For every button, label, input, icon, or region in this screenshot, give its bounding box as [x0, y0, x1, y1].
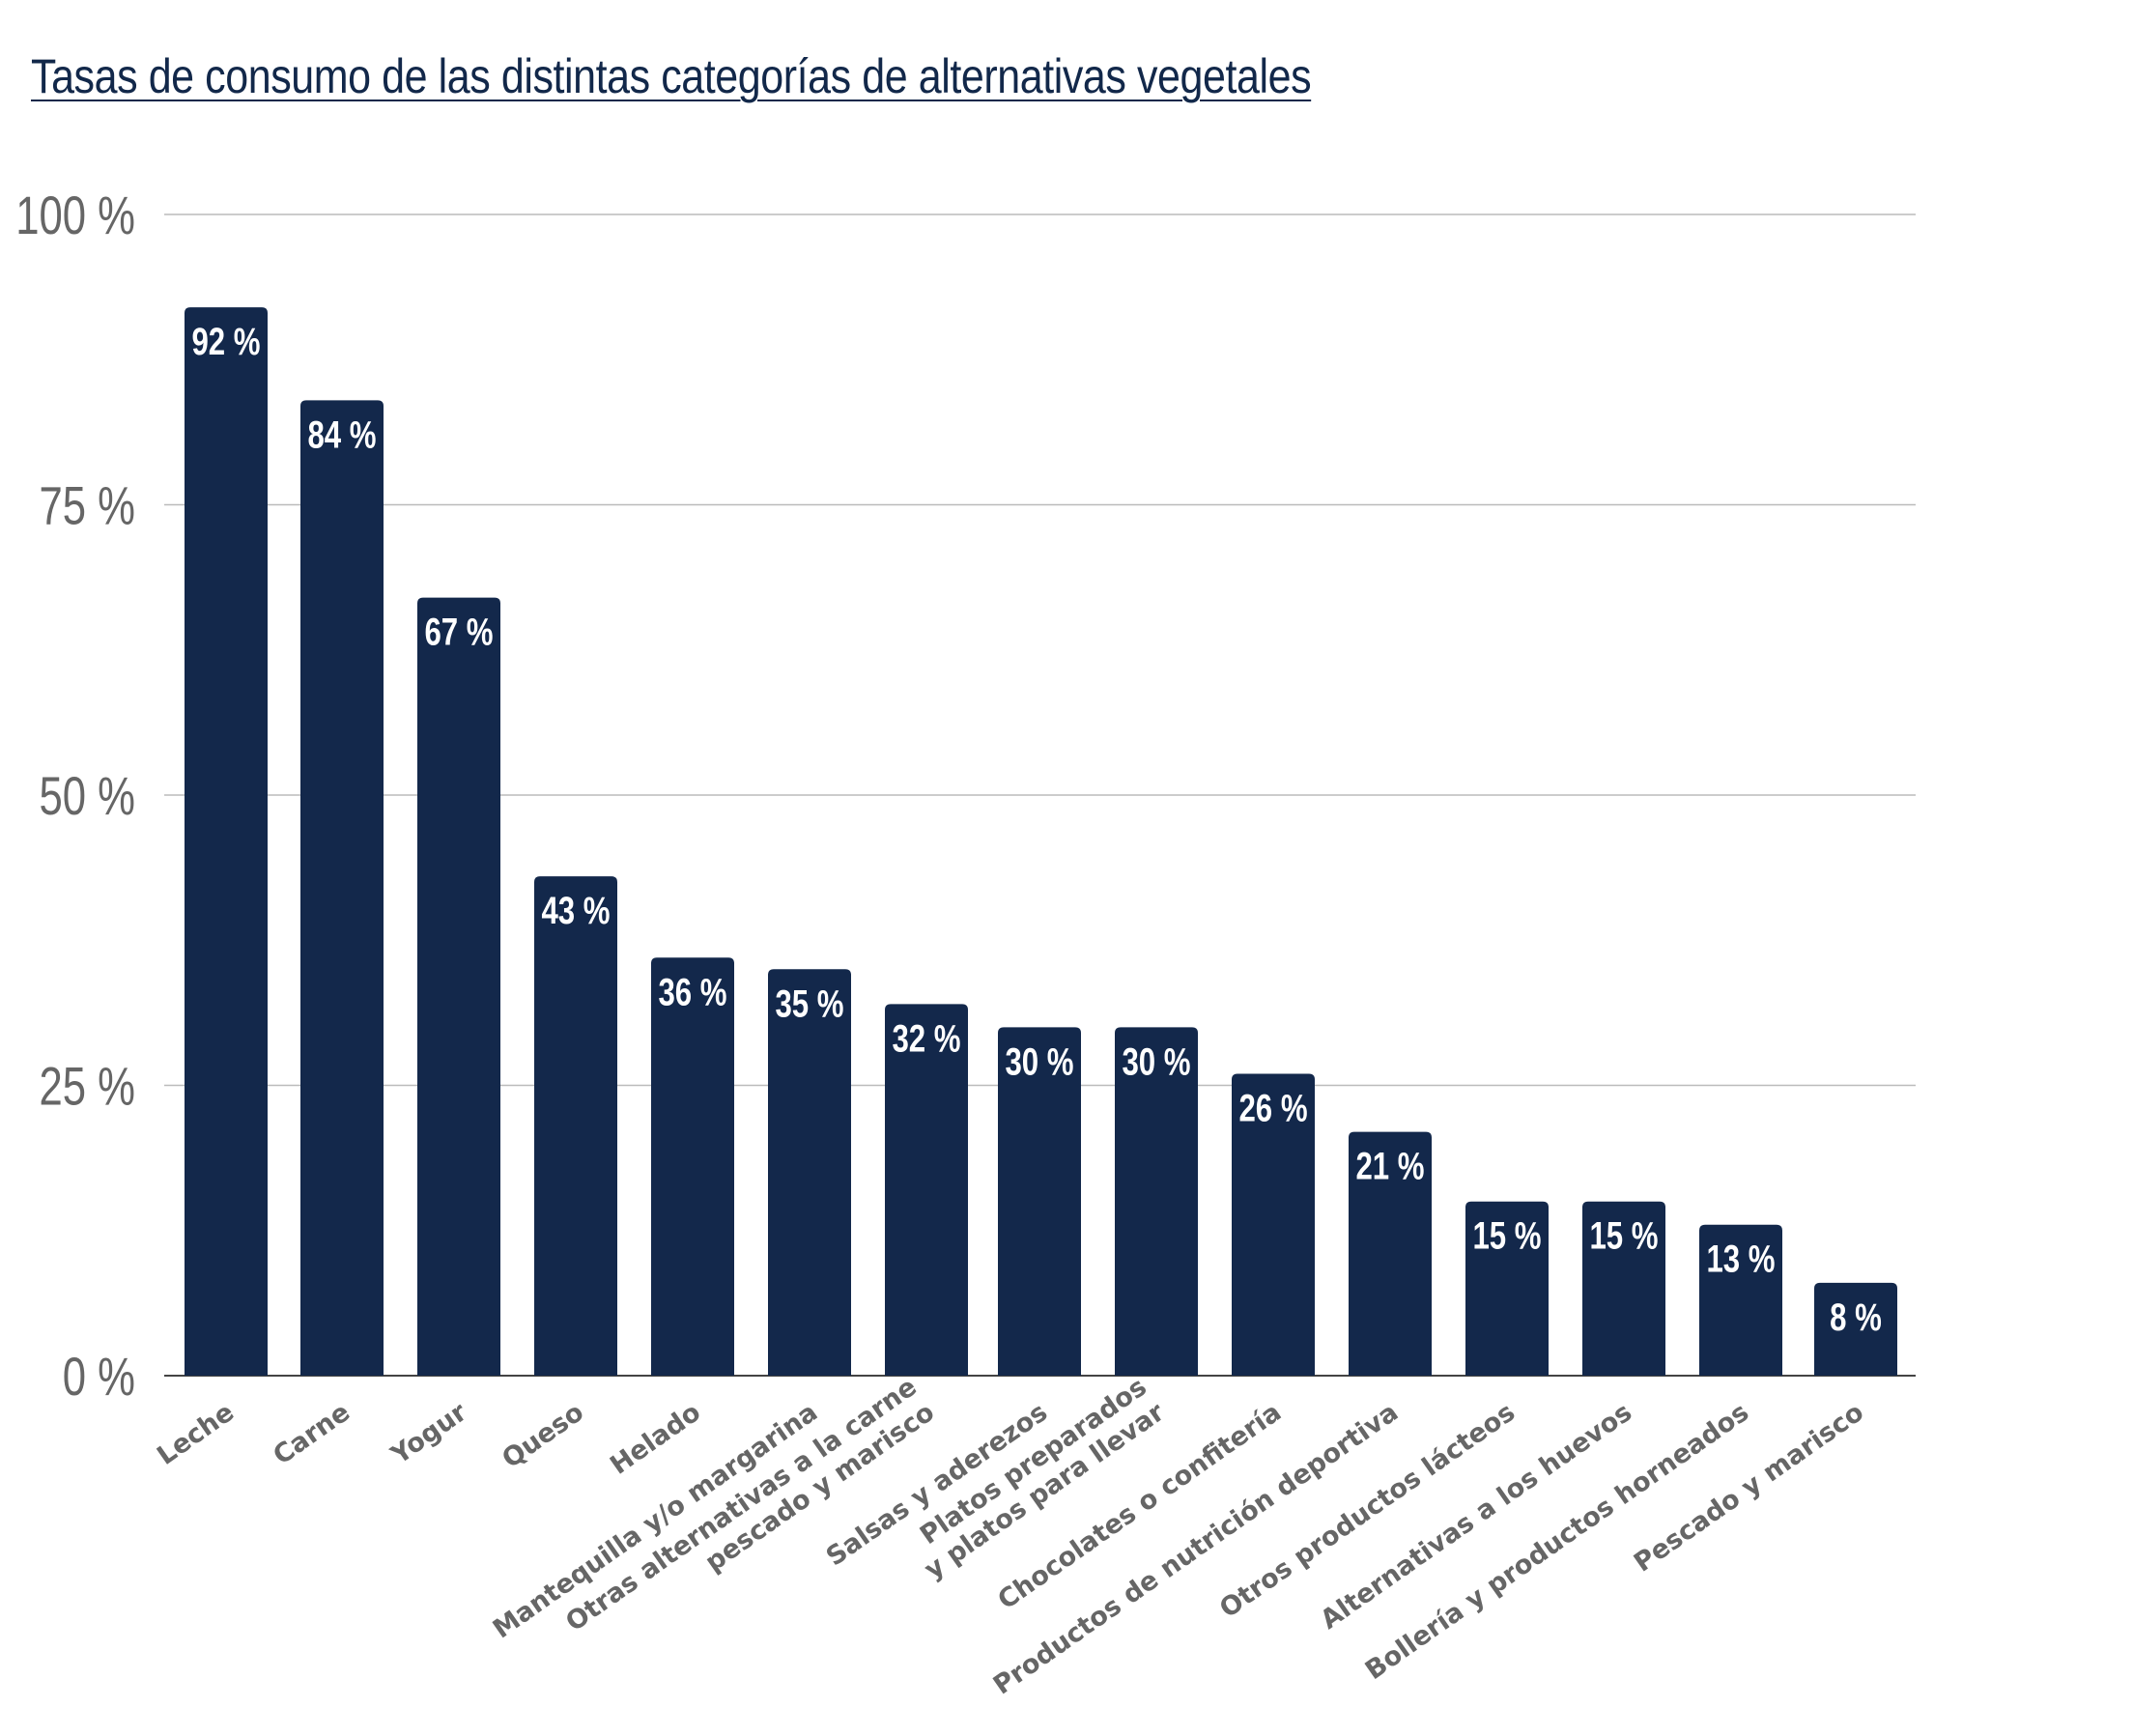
chart-title: Tasas de consumo de las distintas catego… — [31, 49, 1312, 103]
bar — [651, 957, 734, 1376]
bar — [300, 400, 384, 1376]
bar — [1115, 1027, 1198, 1376]
x-tick-label: Helado — [605, 1397, 706, 1480]
bar — [1232, 1073, 1315, 1376]
bar — [534, 876, 617, 1376]
x-tick-label: Queso — [497, 1397, 589, 1474]
y-tick-label: 75 % — [39, 475, 135, 535]
value-label: 30 % — [1122, 1040, 1190, 1084]
value-labels: 92 % 84 % 67 % 43 % 36 % 35 % 32 % 30 % 30 % 26 %… — [191, 320, 1881, 1338]
y-tick-label: 50 % — [39, 766, 135, 826]
bar — [417, 597, 500, 1376]
value-label: 13 % — [1706, 1238, 1775, 1281]
bar — [1465, 1201, 1549, 1376]
bar — [1582, 1201, 1665, 1376]
x-tick-label: Yogur — [385, 1397, 473, 1471]
bar — [185, 307, 268, 1376]
value-label: 8 % — [1830, 1295, 1882, 1339]
y-axis-ticks: 0 % 25 % 50 % 75 % 100 % — [15, 185, 135, 1407]
value-label: 15 % — [1589, 1214, 1658, 1258]
bar — [1814, 1282, 1897, 1376]
value-label: 35 % — [775, 982, 843, 1026]
value-label: 21 % — [1355, 1145, 1424, 1188]
value-label: 43 % — [541, 889, 610, 932]
bar — [768, 969, 851, 1376]
value-label: 30 % — [1005, 1040, 1073, 1084]
y-tick-label: 25 % — [39, 1056, 135, 1116]
y-tick-label: 100 % — [15, 185, 135, 245]
y-tick-label: 0 % — [63, 1347, 135, 1407]
value-label: 32 % — [892, 1017, 960, 1061]
bar — [998, 1027, 1081, 1376]
value-label: 36 % — [658, 971, 726, 1014]
bar — [1699, 1224, 1782, 1376]
value-label: 84 % — [307, 413, 376, 457]
value-label: 26 % — [1238, 1087, 1307, 1130]
bars — [185, 307, 1897, 1376]
value-label: 67 % — [424, 611, 493, 654]
x-tick-label: Carne — [268, 1397, 356, 1470]
bar — [885, 1004, 968, 1376]
x-tick-label: Leche — [152, 1397, 240, 1470]
bar — [1349, 1131, 1432, 1376]
value-label: 15 % — [1472, 1214, 1541, 1258]
value-label: 92 % — [191, 320, 260, 363]
